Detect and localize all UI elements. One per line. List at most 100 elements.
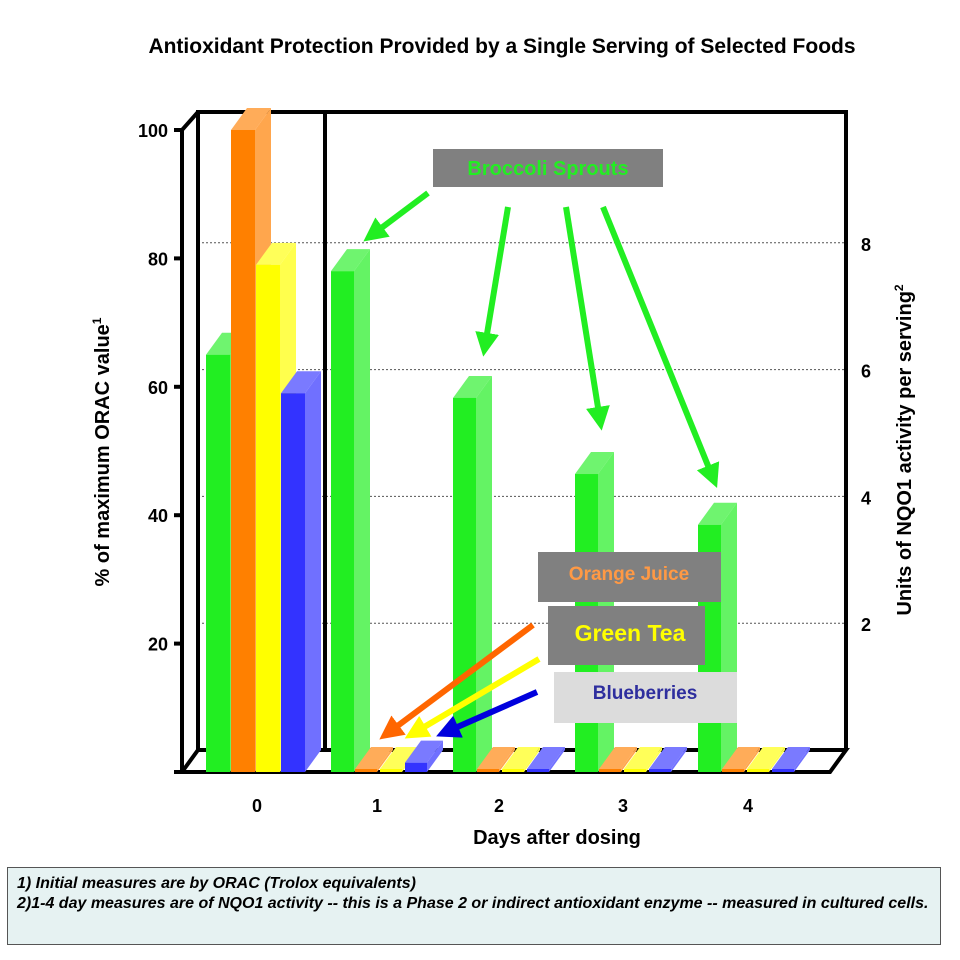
y2-axis-label-text: Units of NQO1 activity per serving (894, 291, 916, 616)
bar-blueberries-day-2-side (549, 747, 565, 772)
bar-orange-juice-day-2-side (499, 747, 515, 772)
bar-green-tea-day-4-front (747, 769, 769, 772)
bar-green-tea-day-2 (502, 747, 540, 772)
bar-blueberries-day-0-side (305, 371, 321, 772)
left-axis-ticks: 20 40 60 80 100 (138, 121, 182, 774)
bar-blueberries-day-3-side (671, 747, 687, 772)
bar-broccoli-sprouts-day-1 (331, 249, 370, 772)
x-tick-label: 3 (618, 796, 628, 816)
y2-tick-label: 6 (861, 362, 871, 382)
left-depth-edge (180, 110, 200, 132)
y-tick-label: 100 (138, 121, 168, 141)
green-tea-label-box: Green Tea (548, 606, 705, 665)
chart-title: Antioxidant Protection Provided by a Sin… (148, 35, 855, 58)
y-axis-label-text: % of maximum ORAC value (92, 324, 114, 586)
blueberries-arrow (436, 689, 539, 738)
bar-blueberries-day-1-front (405, 762, 427, 772)
bar-orange-juice-day-4-side (744, 747, 760, 772)
x-tick-label: 2 (494, 796, 504, 816)
orange-juice-label-bg (538, 552, 721, 602)
footnote-1: 1) Initial measures are by ORAC (Trolox … (17, 875, 416, 892)
y2-tick-label: 8 (861, 235, 871, 255)
bar-green-tea-day-4 (747, 747, 785, 772)
bar-orange-juice-day-3 (599, 747, 637, 772)
broccoli-label-box: Broccoli Sprouts (433, 149, 663, 187)
bar-broccoli-sprouts-day-1-front (331, 271, 354, 772)
broccoli-arrows (363, 190, 720, 489)
bar-blueberries-day-2 (527, 747, 565, 772)
bar-green-tea-day-2-side (524, 747, 540, 772)
y2-tick-label: 4 (861, 488, 871, 508)
broccoli-arrow-day1 (363, 190, 430, 242)
bar-broccoli-sprouts-day-2-front (453, 397, 476, 772)
bar-green-tea-day-2-top (502, 747, 540, 769)
bar-blueberries-day-1-top (405, 740, 443, 763)
y2-axis-label: Units of NQO1 activity per serving2 (892, 284, 916, 616)
bar-broccoli-sprouts-day-1-top (331, 249, 370, 272)
bar-orange-juice-day-1-side (377, 747, 393, 772)
bar-orange-juice-day-2-front (477, 769, 499, 772)
broccoli-arrow-day3 (563, 206, 610, 431)
bar-blueberries-day-2-front (527, 769, 549, 772)
bar-orange-juice-day-1 (355, 747, 393, 772)
bar-green-tea-day-2-front (502, 769, 524, 772)
bar-orange-juice-day-3-front (599, 769, 621, 772)
broccoli-arrow-day4 (600, 205, 720, 489)
bar-broccoli-sprouts-day-2-side (476, 375, 492, 772)
bar-broccoli-sprouts-day-4-top (698, 502, 737, 525)
blueberries-label: Blueberries (593, 683, 698, 704)
green-tea-label-bg (548, 606, 705, 665)
bar-green-tea-day-0-top (256, 242, 296, 265)
bar-green-tea-day-1-front (380, 769, 402, 772)
bar-broccoli-sprouts-day-4-side (721, 502, 737, 772)
broccoli-label: Broccoli Sprouts (467, 158, 628, 180)
bar-blueberries-day-1 (405, 740, 443, 772)
plot-back-outline (196, 110, 848, 750)
orange-juice-arrow (379, 622, 535, 740)
y-tick-label: 40 (148, 506, 168, 526)
bar-orange-juice-day-3-side (621, 747, 637, 772)
bar-orange-juice-day-2 (477, 747, 515, 772)
bar-blueberries-day-2-top (527, 747, 565, 769)
footnotes-box: 1) Initial measures are by ORAC (Trolox … (7, 867, 941, 945)
bar-green-tea-day-1-top (380, 747, 418, 769)
bar-blueberries-day-4-front (772, 769, 794, 772)
bar-blueberries-day-3 (649, 747, 687, 772)
orange-juice-label-box: Orange Juice (538, 552, 721, 602)
bar-blueberries-day-3-top (649, 747, 687, 769)
bar-green-tea-day-3 (624, 747, 662, 772)
bar-orange-juice-day-4 (722, 747, 760, 772)
bar-orange-juice-day-1-front (355, 769, 377, 772)
bar-green-tea-day-0-front (256, 264, 280, 772)
bar-orange-juice-day-0-top (231, 108, 271, 130)
bar-blueberries-day-0-top (281, 371, 321, 394)
bar-blueberries-day-0-front (281, 393, 305, 772)
bar-blueberries-day-3-front (649, 769, 671, 772)
bar-green-tea-day-3-top (624, 747, 662, 769)
bar-orange-juice-day-4-front (722, 769, 744, 772)
bar-blueberries-day-4 (772, 747, 810, 772)
green-tea-label: Green Tea (575, 620, 686, 646)
bar-orange-juice-day-0-front (231, 130, 255, 772)
blueberries-label-box: Blueberries (554, 672, 737, 723)
bar-blueberries-day-1-side (427, 740, 443, 772)
bar-broccoli-sprouts-day-2-top (453, 375, 492, 398)
antioxidant-bar-chart: Antioxidant Protection Provided by a Sin… (90, 35, 916, 849)
bar-green-tea-day-4-top (747, 747, 785, 769)
right-axis-ticks: 2 4 6 8 (861, 235, 871, 635)
y2-tick-label: 2 (861, 615, 871, 635)
y-axis-label: % of maximum ORAC value1 (90, 317, 114, 586)
y-axis-label-sup: 1 (90, 317, 104, 324)
bar-green-tea-day-3-side (646, 747, 662, 772)
broccoli-arrow-day2 (475, 206, 511, 357)
bar-broccoli-sprouts-day-1-side (354, 249, 370, 772)
broccoli-label-bg (433, 149, 663, 187)
bar-orange-juice-day-3-top (599, 747, 637, 769)
orange-juice-label: Orange Juice (569, 564, 689, 585)
x-axis-ticks: 0 1 2 3 4 (252, 796, 753, 816)
bar-blueberries-day-0 (281, 371, 321, 772)
blueberries-label-bg (554, 672, 737, 723)
x-axis-label: Days after dosing (473, 827, 641, 849)
x-tick-label: 1 (372, 796, 382, 816)
bar-green-tea-day-3-front (624, 769, 646, 772)
